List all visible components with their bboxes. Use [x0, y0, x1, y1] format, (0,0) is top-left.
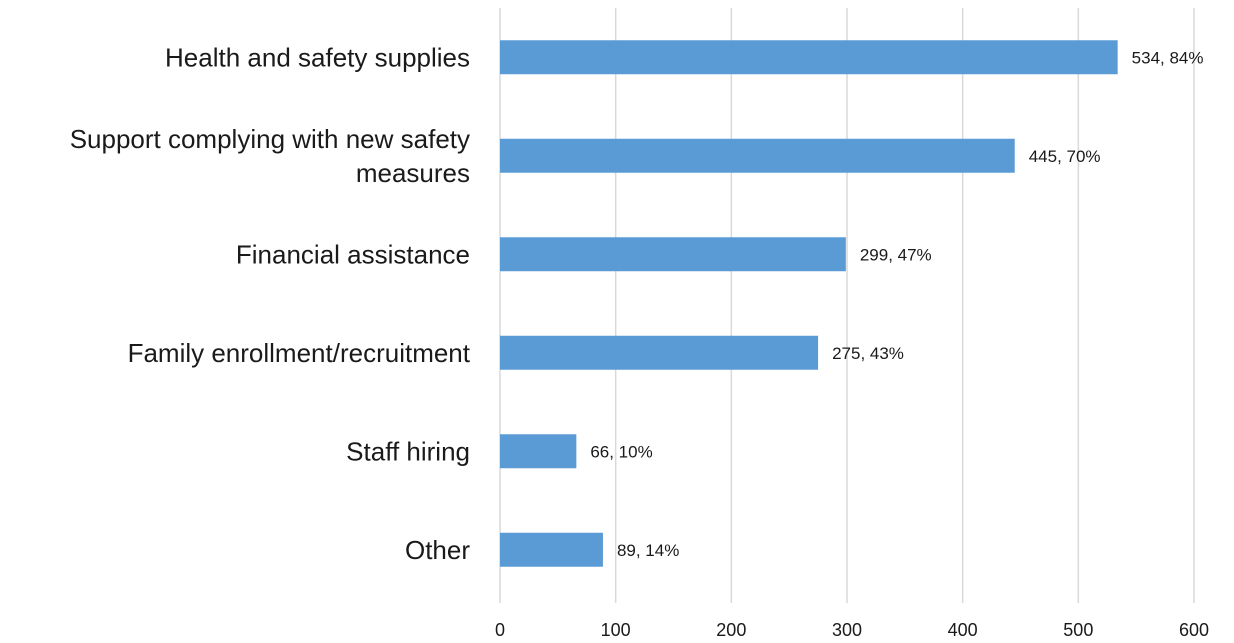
category-label: Other — [405, 535, 470, 565]
x-tick-label: 500 — [1063, 620, 1093, 640]
bar — [500, 237, 846, 272]
category-labels: Health and safety supplies Support comply… — [70, 42, 471, 565]
category-label-line: Staff hiring — [346, 436, 470, 466]
category-label-line: Other — [405, 535, 470, 565]
data-label: 89, 14% — [617, 541, 679, 560]
x-tick-label: 600 — [1179, 620, 1209, 640]
x-tick-label: 0 — [495, 620, 505, 640]
category-label-line: Family enrollment/recruitment — [128, 338, 471, 368]
category-label: Financial assistance — [236, 239, 470, 269]
bar — [500, 138, 1015, 173]
data-label: 445, 70% — [1029, 147, 1101, 166]
x-tick-label: 100 — [601, 620, 631, 640]
bar — [500, 434, 577, 469]
data-label: 534, 84% — [1132, 48, 1204, 67]
x-tick-label: 300 — [832, 620, 862, 640]
data-label: 66, 10% — [590, 442, 652, 461]
x-tick-label: 200 — [716, 620, 746, 640]
x-tick-label: 400 — [948, 620, 978, 640]
bar-group — [500, 40, 1118, 567]
bar — [500, 40, 1118, 75]
category-label: Staff hiring — [346, 436, 470, 466]
x-axis-tick-labels: 0 100 200 300 400 500 600 — [495, 620, 1209, 640]
bar — [500, 335, 819, 370]
category-label: Health and safety supplies — [165, 42, 470, 72]
category-label-line: Health and safety supplies — [165, 42, 470, 72]
bar — [500, 532, 603, 567]
category-label-line: Financial assistance — [236, 239, 470, 269]
gridlines — [499, 8, 1195, 603]
category-label: Family enrollment/recruitment — [128, 338, 471, 368]
category-label-line: Support complying with new safety — [70, 124, 470, 154]
data-labels: 534, 84% 445, 70% 299, 47% 275, 43% 66, 10% 8… — [590, 48, 1203, 560]
category-label-line: measures — [356, 158, 470, 188]
data-label: 275, 43% — [832, 344, 904, 363]
data-label: 299, 47% — [860, 245, 932, 264]
category-label: Support complying with new safety measure… — [70, 124, 470, 188]
